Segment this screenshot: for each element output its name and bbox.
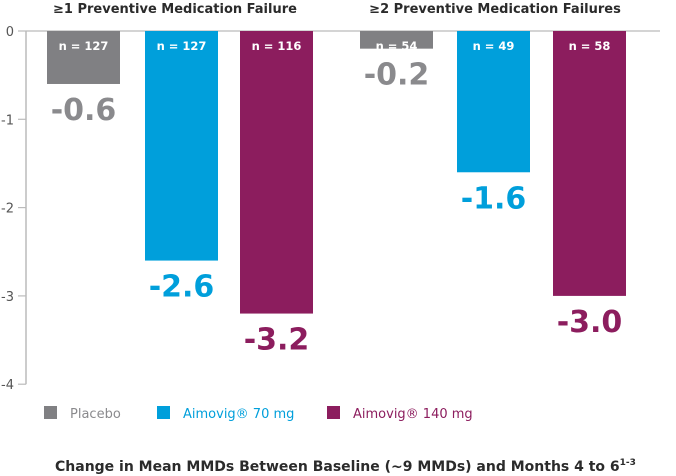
- bars: ≥1 Preventive Medication Failure n = 127 -…: [47, 2, 626, 358]
- bar: [360, 31, 433, 49]
- bar: [553, 31, 626, 296]
- bar-n-label: n = 127: [157, 39, 207, 53]
- legend-swatch: [157, 406, 170, 419]
- y-tick-label: -3: [1, 290, 14, 305]
- y-tick-label: -2: [1, 202, 14, 217]
- bar-n-label: n = 127: [59, 39, 109, 53]
- x-axis-label: Change in Mean MMDs Between Baseline (~9…: [55, 458, 636, 475]
- legend-label: Placebo: [70, 407, 121, 422]
- bar-value-label: -2.6: [149, 270, 215, 305]
- group-title: ≥1 Preventive Medication Failure: [53, 2, 297, 17]
- legend: Placebo Aimovig® 70 mg Aimovig® 140 mg: [44, 406, 473, 422]
- bar-n-label: n = 58: [569, 39, 611, 53]
- y-tick-label: -1: [1, 113, 14, 128]
- bar: [457, 31, 530, 173]
- x-axis-label-superscript: 1-3: [620, 458, 636, 468]
- legend-swatch: [44, 406, 57, 419]
- y-tick-label: 0: [6, 25, 14, 40]
- bar-value-label: -0.2: [364, 58, 430, 93]
- legend-swatch: [327, 406, 340, 419]
- y-tick-label: -4: [1, 378, 14, 393]
- bar-value-label: -1.6: [461, 181, 527, 216]
- bar-n-label: n = 54: [376, 39, 418, 53]
- legend-label: Aimovig® 70 mg: [183, 407, 294, 422]
- bar: [47, 31, 120, 84]
- bar-value-label: -0.6: [51, 93, 117, 128]
- bar-value-label: -3.2: [244, 323, 310, 358]
- group-title: ≥2 Preventive Medication Failures: [369, 2, 621, 17]
- bar-n-label: n = 116: [252, 39, 302, 53]
- legend-label: Aimovig® 140 mg: [353, 407, 473, 422]
- bar-n-label: n = 49: [473, 39, 515, 53]
- bar-value-label: -3.0: [557, 305, 623, 340]
- bar: [145, 31, 218, 261]
- bar: [240, 31, 313, 314]
- y-axis: 0 -1 -2 -3 -4: [1, 25, 660, 393]
